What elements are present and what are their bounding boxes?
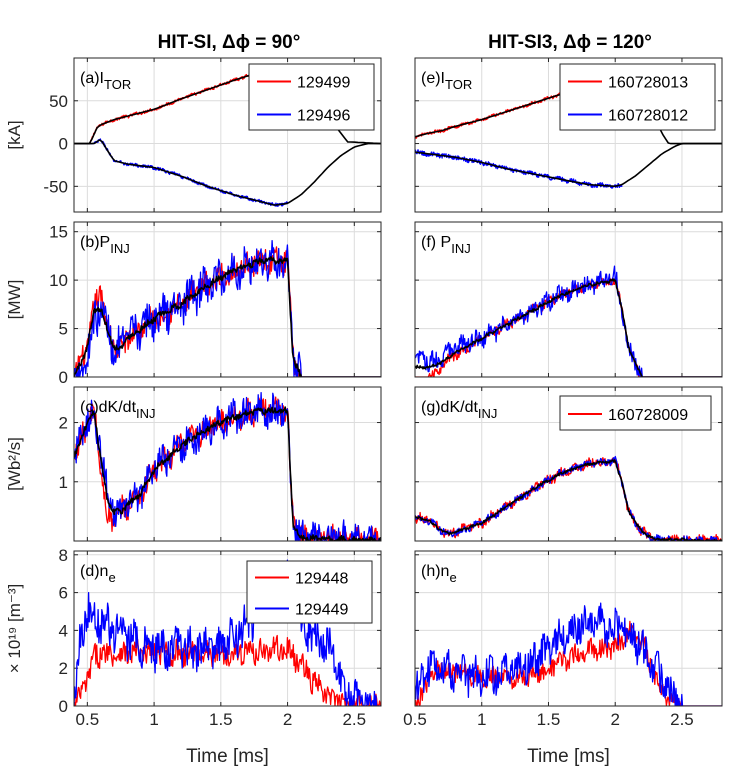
x-tick-label: 0.5 [403,710,427,729]
x-tick-label: 1.5 [209,710,233,729]
legend-entry-label: 160728012 [608,108,688,125]
y-tick-label: 0 [59,368,68,387]
axes-box [73,221,382,378]
legend-g: 160728009 [559,395,712,431]
y-tick-label: 2 [59,414,68,433]
series-line-fit [415,459,722,541]
x-tick-label: 1.5 [537,710,561,729]
x-tick-label: 2 [610,710,619,729]
axes-box [414,386,723,542]
x-axis-label-col-0: Time [ms] [186,746,269,767]
series-line-fit-neg [415,142,722,188]
x-axis-label-col-1: Time [ms] [527,746,610,767]
series-group [74,391,381,541]
legend-box [559,63,716,131]
axes-box [414,550,723,707]
x-tick-label: 2.5 [342,710,366,729]
panel-label-d: (d)ne [80,563,116,585]
x-tick-label: 2 [283,710,292,729]
axes-box [73,386,382,542]
series-line-fit [415,278,722,377]
series-line-129449 [74,559,381,706]
y-axis-label-row-2: [Wb²/s] [5,437,24,491]
panel-h: 0.5 1 1.5 2 2.5 (h)ne [403,550,723,729]
legend-box [246,560,373,624]
panel-label-h: (h)ne [421,563,457,585]
y-tick-label: 5 [59,320,68,339]
series-group [74,559,381,706]
series-group [74,66,381,208]
series-line-fit-neg [74,139,381,206]
y-axis-label-row-0: [kA] [5,120,24,149]
axes-box [414,57,723,213]
y-tick-label: 10 [49,271,68,290]
series-line-fit [74,256,381,377]
legend-box [248,63,375,131]
y-axis-label-row-1: [MW] [5,280,24,320]
y-tick-label: -50 [43,177,68,196]
x-tick-label: 1 [477,710,486,729]
x-tick-label: 1 [149,710,158,729]
y-tick-label: 1 [59,473,68,492]
legend-d: 129448 129449 [246,560,373,624]
series-line-blue [415,602,722,706]
legend-entry-label: 160728009 [608,407,688,424]
series-line-fit [74,406,381,541]
legend-entry-label: 129449 [295,602,348,619]
panel-d: 0.5 1 1.5 2 2.5 0 2 4 6 8 (d)ne 129448 129449 [59,546,382,729]
legend-a: 129499 129496 [248,63,375,131]
x-tick-label: 2.5 [670,710,694,729]
y-tick-label: 15 [49,223,68,242]
legend-e: 160728013 160728012 [559,63,716,131]
y-tick-label: 2 [59,659,68,678]
legend-entry-label: 129499 [297,75,350,92]
panel-g: (g)dK/dtINJ 160728009 [414,386,723,542]
series-group [415,265,722,377]
series-line-blue [74,240,381,377]
y-tick-label: 0 [59,697,68,716]
series-group [415,455,722,541]
y-axis-label-row-3: × 10¹⁹ [m⁻³] [5,584,24,673]
y-tick-label: 6 [59,584,68,603]
panel-f: (f) PINJ [414,221,723,378]
y-tick-label: 50 [49,92,68,111]
column-title-left: HIT-SI, Δϕ = 90° [158,32,301,53]
column-title-right: HIT-SI3, Δϕ = 120° [488,32,652,53]
panels: [kA] [MW] [Wb²/s] × 10¹⁹ [m⁻³] Time [ms] Time… [5,57,723,767]
panel-c: 12(c)dK/dtINJ [59,386,382,542]
y-tick-label: 4 [59,621,68,640]
x-tick-label: 0.5 [76,710,100,729]
y-tick-label: 8 [59,546,68,565]
series-group [74,240,381,377]
y-tick-label: 0 [59,135,68,154]
axes-box [73,550,382,707]
legend-entry-label: 129496 [297,108,350,125]
legend-entry-label: 160728013 [608,75,688,92]
axes-box [73,57,382,213]
axes-box [414,221,723,378]
series-group [415,602,722,706]
legend-entry-label: 129448 [295,571,348,588]
